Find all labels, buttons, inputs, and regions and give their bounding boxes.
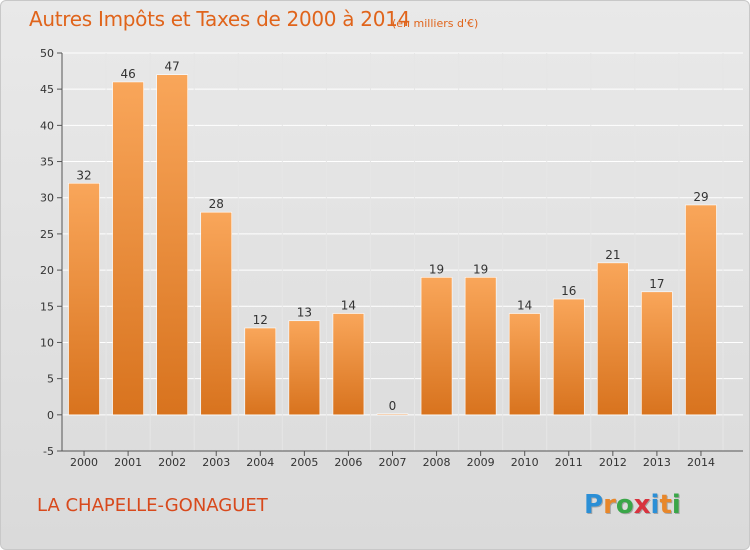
data-label: 21 (605, 248, 620, 262)
data-label: 47 (165, 60, 180, 74)
commune-name: LA CHAPELLE-GONAGUET (37, 495, 268, 516)
bar (552, 298, 585, 416)
bar (68, 182, 100, 416)
y-tick-label: 15 (40, 300, 54, 313)
x-tick-label: 2007 (379, 456, 407, 469)
bar (597, 262, 629, 416)
data-label: 16 (561, 284, 576, 298)
y-tick-label: 40 (40, 119, 54, 132)
x-tick-label: 2010 (511, 456, 539, 469)
y-tick-label: 5 (47, 373, 54, 386)
y-tick-label: 30 (40, 192, 54, 205)
data-label: 12 (253, 313, 268, 327)
y-tick-label: 50 (40, 47, 54, 60)
y-tick-label: -5 (43, 445, 54, 458)
x-tick-label: 2005 (290, 456, 318, 469)
bar (508, 313, 541, 416)
logo-letter: o (615, 490, 634, 520)
y-tick-label: 25 (40, 228, 54, 241)
y-tick-label: 10 (40, 336, 54, 349)
bar (244, 327, 277, 416)
x-tick-label: 2000 (70, 456, 98, 469)
x-tick-label: 2003 (202, 456, 230, 469)
x-tick-label: 2004 (246, 456, 274, 469)
data-label: 29 (693, 190, 708, 204)
bar (200, 211, 233, 416)
x-tick-label: 2002 (158, 456, 186, 469)
bar (376, 413, 409, 416)
logo-letter: x (633, 490, 651, 520)
data-label: 14 (341, 299, 356, 313)
chart-subtitle: (en milliers d'€) (392, 17, 479, 30)
bar (112, 81, 144, 416)
bar (332, 313, 365, 416)
logo-letter: P (584, 490, 604, 520)
y-tick-label: 20 (40, 264, 54, 277)
x-tick-label: 2006 (334, 456, 362, 469)
x-tick-label: 2008 (423, 456, 451, 469)
data-label: 19 (473, 262, 488, 276)
data-label: 46 (120, 67, 135, 81)
logo-letter: i (671, 490, 681, 520)
x-tick-label: 2009 (467, 456, 495, 469)
bar (464, 277, 497, 416)
data-label: 0 (389, 399, 397, 413)
logo-letter: r (603, 490, 616, 520)
data-label: 28 (209, 197, 224, 211)
bar (641, 291, 673, 416)
data-label: 13 (297, 306, 312, 320)
y-tick-label: 0 (47, 409, 54, 422)
logo-letter: i (650, 490, 660, 520)
y-tick-label: 35 (40, 156, 54, 169)
x-tick-label: 2012 (599, 456, 627, 469)
x-tick-label: 2011 (555, 456, 583, 469)
bar (288, 320, 321, 416)
x-tick-label: 2001 (114, 456, 142, 469)
bar (420, 277, 453, 416)
bar (685, 204, 717, 416)
data-label: 19 (429, 262, 444, 276)
bar (156, 74, 188, 416)
logo-letter: t (659, 490, 672, 520)
data-label: 17 (649, 277, 664, 291)
x-tick-label: 2013 (643, 456, 671, 469)
x-tick-label: 2014 (687, 456, 715, 469)
data-label: 32 (76, 168, 91, 182)
proxiti-logo: Proxiti (584, 490, 681, 520)
data-label: 14 (517, 299, 532, 313)
y-tick-label: 45 (40, 83, 54, 96)
chart-title: Autres Impôts et Taxes de 2000 à 2014 (29, 7, 410, 31)
